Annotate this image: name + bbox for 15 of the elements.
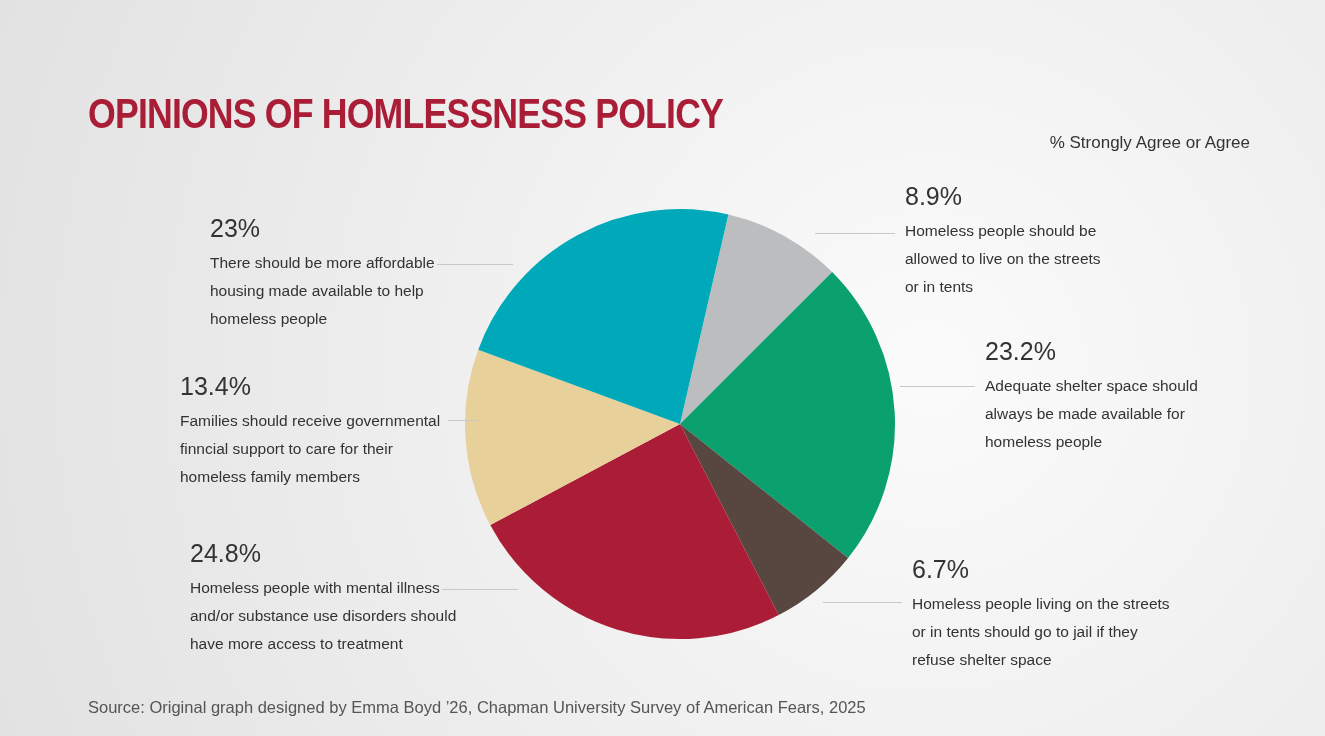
data-label: 23.2% <box>985 337 1057 366</box>
slice-label: Families should receive governmental finncial support to care for their homeless family members <box>180 411 442 487</box>
data-label: 24.8% <box>190 539 262 568</box>
data-label: 23% <box>210 214 262 243</box>
slice-label: Homeless people should be allowed to live on the streets or in tents <box>905 221 1102 297</box>
chart-title: OPINIONS OF HOMLESSNESS POLICY <box>88 90 724 138</box>
data-label: 13.4% <box>180 372 252 401</box>
slice-label: Homeless people living on the streets or in tents should go to jail if they refuse shelter space <box>912 594 1171 670</box>
slice-label: Adequate shelter space should always be made available for homeless people <box>985 376 1199 452</box>
slice-label: There should be more affordable housing made available to help homeless people <box>210 253 436 329</box>
source-note: Source: Original graph designed by Emma Boyd ’26, Chapman University Survey of American Fears, 2025 <box>88 698 866 717</box>
chart-subtitle: % Strongly Agree or Agree <box>1049 133 1250 153</box>
data-label: 8.9% <box>905 182 963 211</box>
slice-label: Homeless people with mental illness and/or substance use disorders should have more access to treatment <box>190 578 458 654</box>
data-label: 6.7% <box>912 555 970 584</box>
